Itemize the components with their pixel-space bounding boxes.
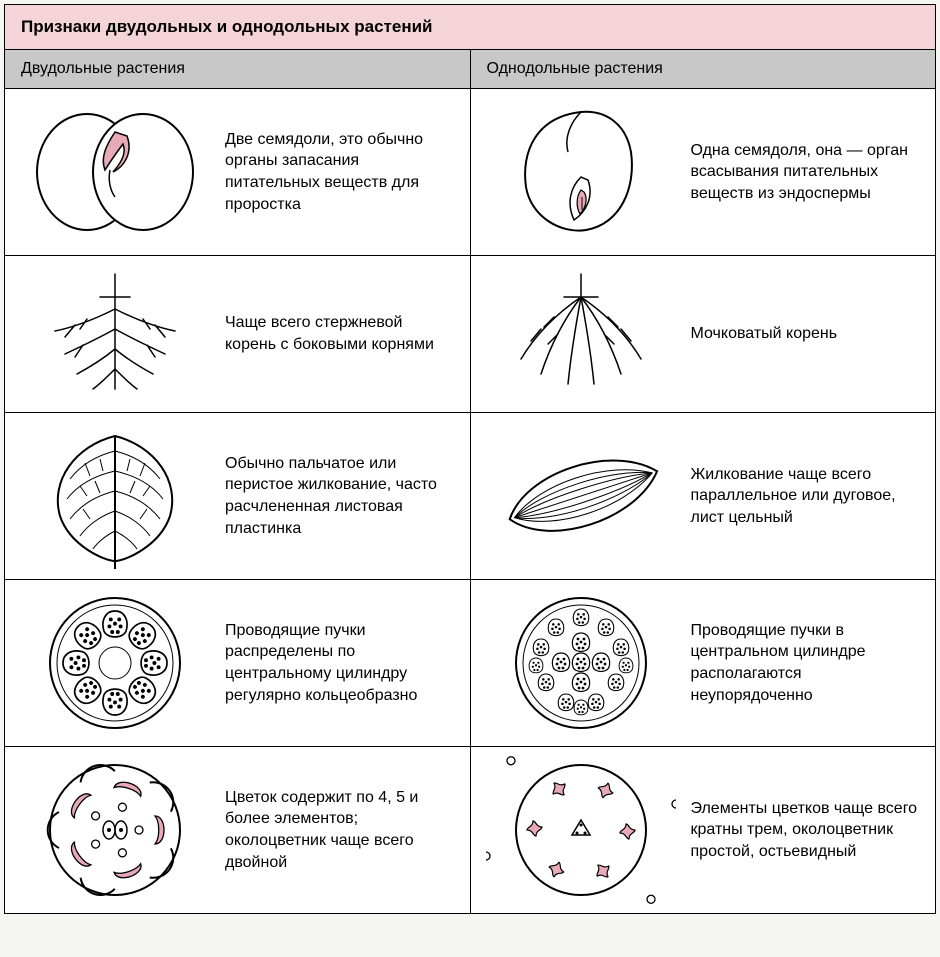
comparison-table: Признаки двудольных и однодольных растен… — [4, 4, 936, 914]
cell-dicot-flower: Цветок содержит по 4, 5 и более элементо… — [5, 747, 471, 913]
parallel-leaf-icon — [481, 421, 681, 571]
row-seed: Две семядоли, это обычно органы запасани… — [5, 89, 935, 256]
monocot-seed-text: Одна семядоля, она — орган всасывания пи… — [691, 140, 926, 205]
reticulate-leaf-text: Обычно пальчатое или перистое жилкование… — [225, 453, 460, 539]
cell-taproot: Чаще всего стержневой корень с боковыми … — [5, 256, 471, 412]
row-stem: Проводящие пучки распределены по централ… — [5, 580, 935, 747]
row-root: Чаще всего стержневой корень с боковыми … — [5, 256, 935, 413]
monocot-flower-text: Элементы цветков чаще всего кратны трем,… — [691, 798, 926, 863]
cell-monocot-flower: Элементы цветков чаще всего кратны трем,… — [471, 747, 936, 913]
dicot-flower-icon — [15, 755, 215, 905]
row-flower: Цветок содержит по 4, 5 и более элементо… — [5, 747, 935, 913]
monocot-stem-text: Проводящие пучки в центральном цилиндре … — [691, 620, 926, 706]
cell-dicot-seed: Две семядоли, это обычно органы запасани… — [5, 89, 471, 255]
dicot-stem-text: Проводящие пучки распределены по централ… — [225, 620, 460, 706]
title-text: Признаки двудольных и однодольных растен… — [21, 17, 433, 36]
monocot-stem-icon — [481, 588, 681, 738]
cell-monocot-stem: Проводящие пучки в центральном цилиндре … — [471, 580, 936, 746]
dicot-seed-text: Две семядоли, это обычно органы запасани… — [225, 129, 460, 215]
cell-dicot-stem: Проводящие пучки распределены по централ… — [5, 580, 471, 746]
parallel-leaf-text: Жилкование чаще всего параллельное или д… — [691, 464, 926, 529]
taproot-icon — [15, 264, 215, 404]
fibrous-root-text: Мочковатый корень — [691, 323, 926, 345]
header-right: Однодольные растения — [471, 50, 936, 88]
taproot-text: Чаще всего стержневой корень с боковыми … — [225, 312, 460, 355]
dicot-stem-icon — [15, 588, 215, 738]
row-leaf: Обычно пальчатое или перистое жилкование… — [5, 413, 935, 580]
dicot-seed-icon — [15, 97, 215, 247]
fibrous-root-icon — [481, 264, 681, 404]
cell-monocot-seed: Одна семядоля, она — орган всасывания пи… — [471, 89, 936, 255]
header-row: Двудольные растения Однодольные растения — [5, 50, 935, 89]
dicot-flower-text: Цветок содержит по 4, 5 и более элементо… — [225, 787, 460, 873]
cell-parallel-leaf: Жилкование чаще всего параллельное или д… — [471, 413, 936, 579]
cell-fibrous-root: Мочковатый корень — [471, 256, 936, 412]
reticulate-leaf-icon — [15, 421, 215, 571]
cell-reticulate-leaf: Обычно пальчатое или перистое жилкование… — [5, 413, 471, 579]
monocot-seed-icon — [481, 97, 681, 247]
header-left: Двудольные растения — [5, 50, 471, 88]
monocot-flower-icon — [481, 755, 681, 905]
table-title: Признаки двудольных и однодольных растен… — [5, 5, 935, 50]
